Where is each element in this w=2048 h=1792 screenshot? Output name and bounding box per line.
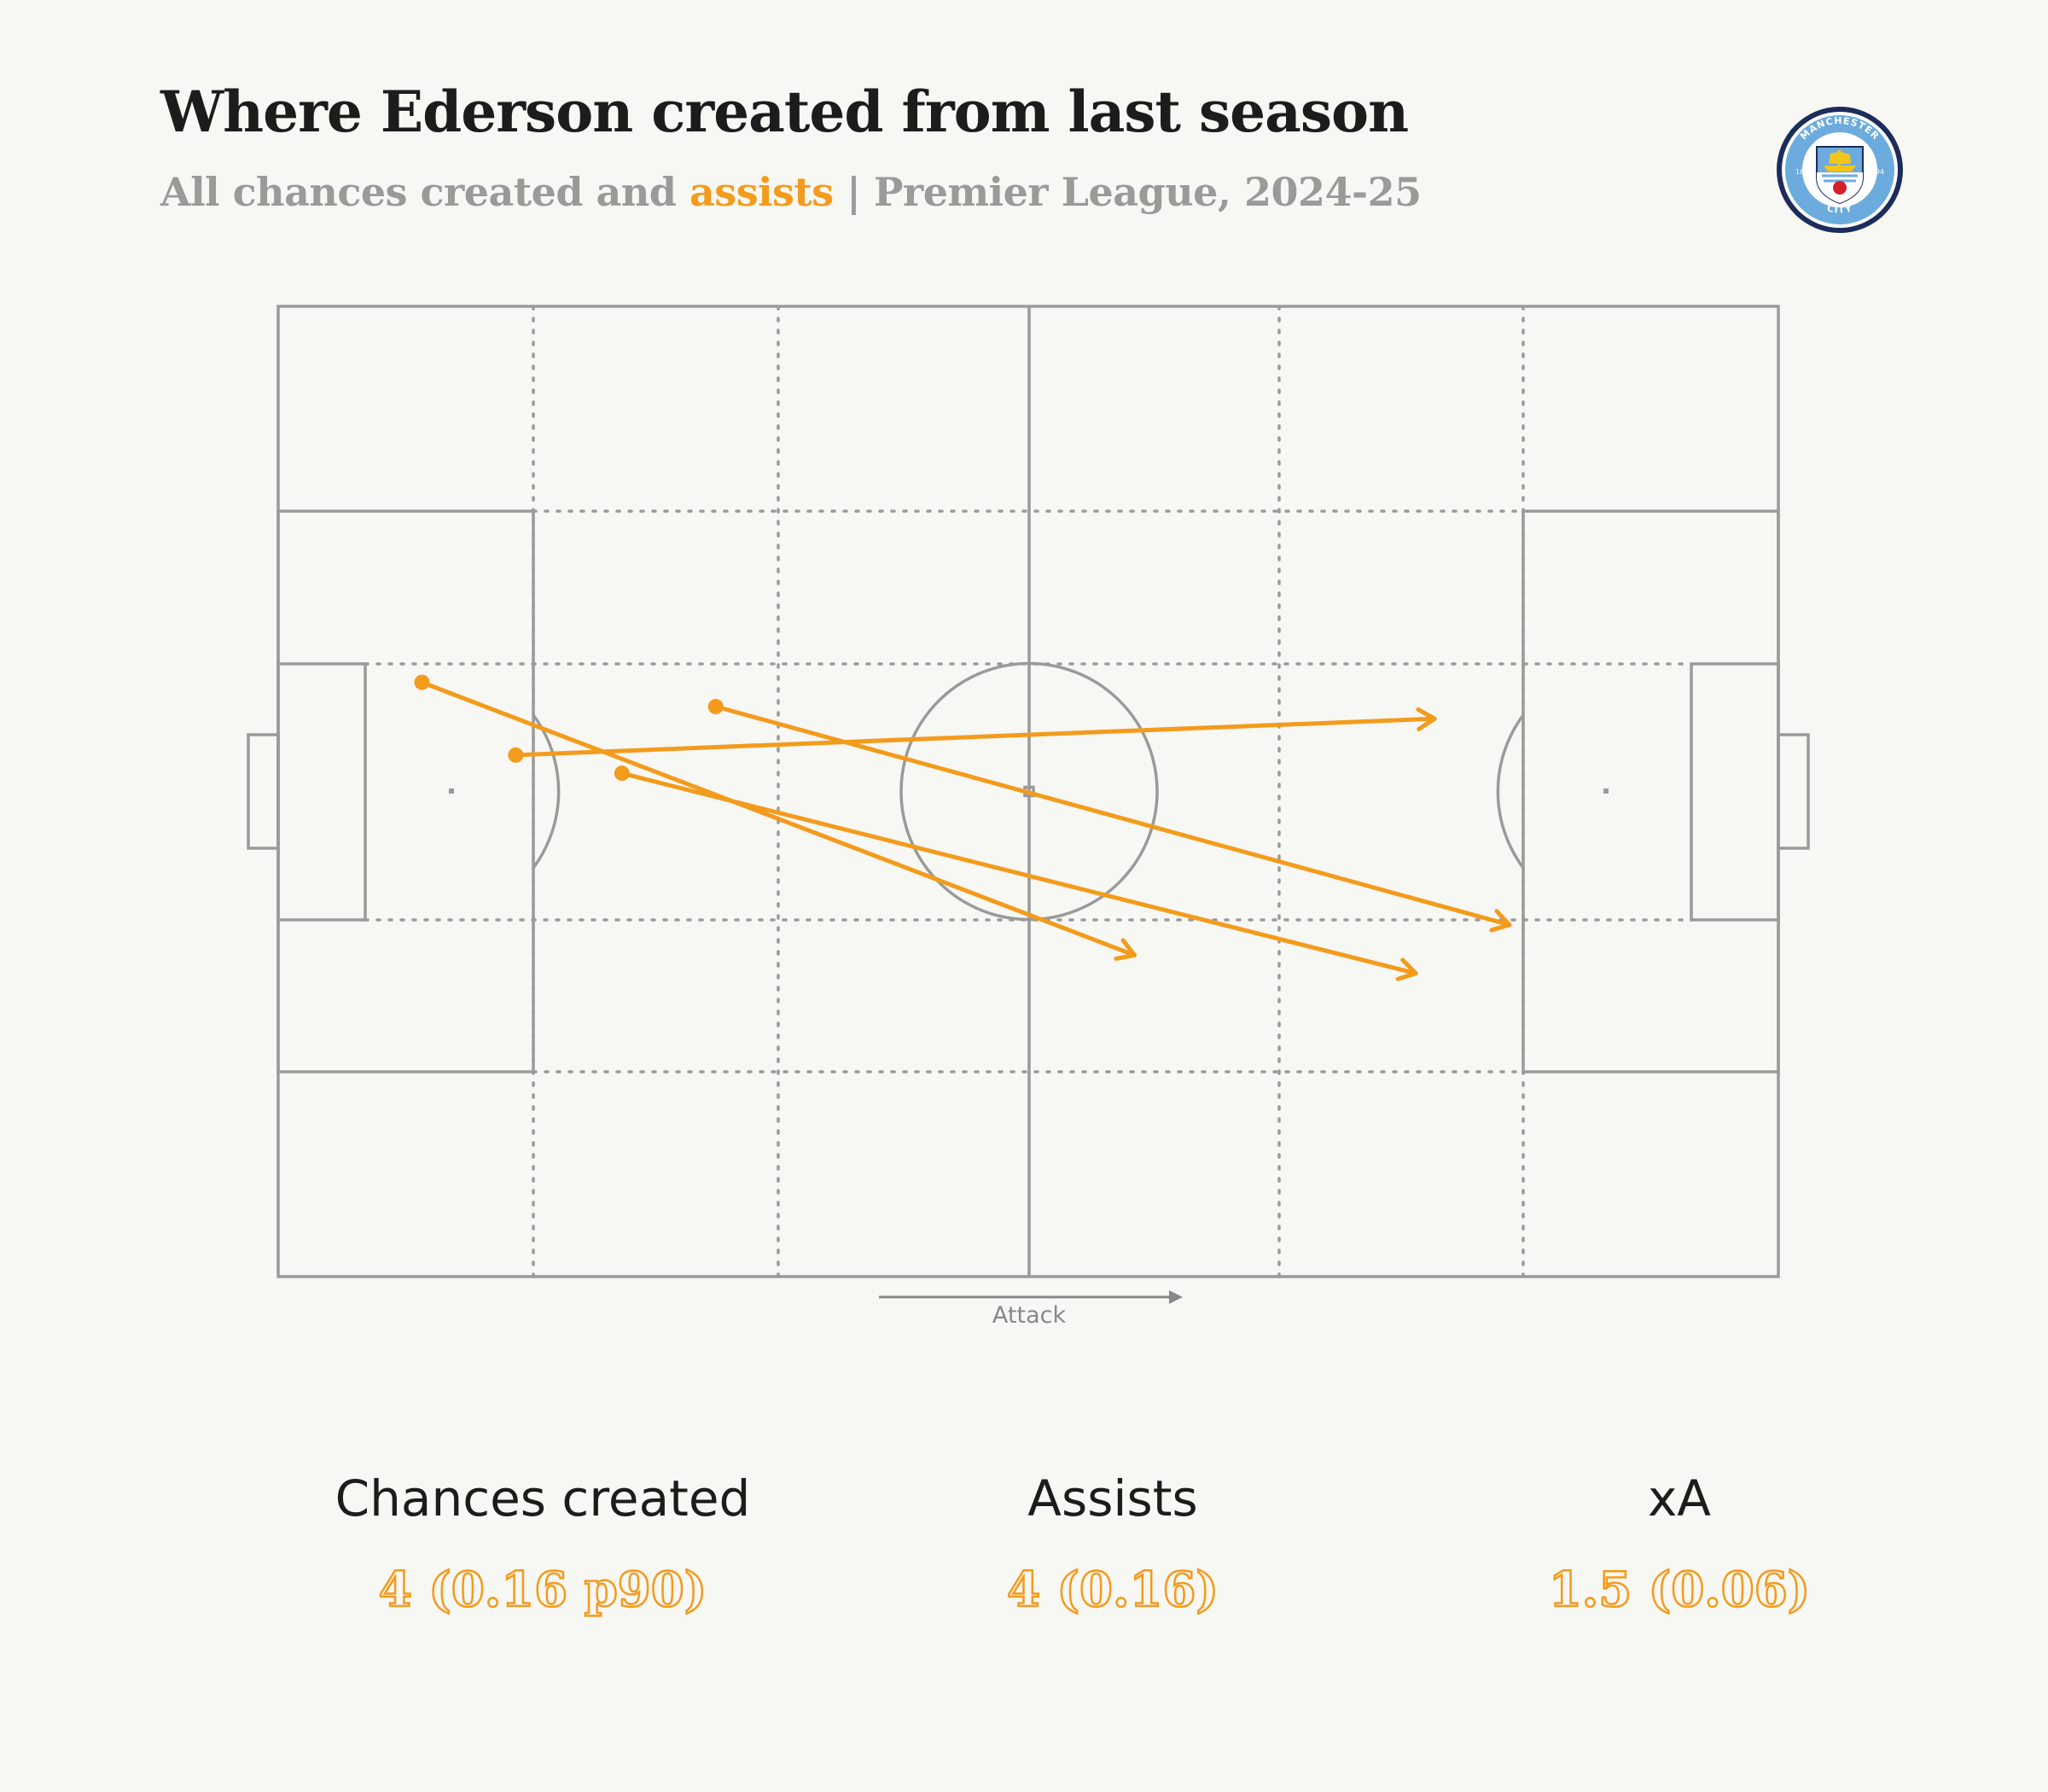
stat-assists: Assists 4 (0.16) [857,1469,1369,1620]
subtitle-highlight: assists [689,169,834,215]
attack-direction-arrow [879,1290,1183,1304]
pass-start-point-2 [508,747,524,763]
stat-label: xA [1647,1469,1711,1527]
stat-xa: xA 1.5 (0.06) [1423,1469,1935,1620]
crest-year-left: 18 [1795,168,1804,176]
stat-value: 4 (0.16) [1006,1561,1219,1620]
center-circle [899,661,1159,922]
pass-start-point-3 [614,765,630,782]
pass-start-point-0 [414,674,430,690]
pass-arrowhead-3 [1395,957,1418,981]
zone-gridlines [364,305,1693,1278]
pass-line-0 [419,680,1137,957]
pass-line-3 [620,771,1418,976]
right-penalty-box [1521,509,1780,1073]
attack-direction-label: Attack [992,1302,1067,1329]
crest-year-right: 94 [1876,168,1884,176]
stat-value: 4 (0.16 p90) [378,1561,708,1620]
chart-title: Where Ederson created from last season [160,79,1409,145]
svg-text:CITY: CITY [1826,203,1854,216]
stat-chances-created: Chances created 4 (0.16 p90) [287,1469,799,1620]
crest-bottom-text: CITY [1826,203,1853,216]
right-penalty-spot [1603,788,1609,794]
left-penalty-arc [532,713,561,870]
left-penalty-spot [449,788,454,794]
pass-start-point-1 [707,699,724,715]
stat-label: Chances created [335,1469,751,1527]
right-penalty-arc [1496,713,1525,870]
pass-arrowhead-2 [1416,707,1437,731]
pass-arrows [414,674,1512,981]
stat-value: 1.5 (0.06) [1548,1561,1812,1620]
right-goal [1777,733,1810,850]
subtitle-prefix: All chances created and [160,169,689,215]
subtitle-suffix: | Premier League, 2024-25 [833,169,1422,215]
left-six-yard-box [276,662,367,922]
right-six-yard-box [1690,662,1780,922]
chart-subtitle: All chances created and assists | Premie… [160,169,1422,215]
left-goal [247,733,280,850]
pass-line-1 [713,704,1512,928]
pass-line-2 [513,716,1437,758]
club-crest-logo: MANCHESTER CITY 18 94 [1777,107,1903,233]
stat-label: Assists [1027,1469,1198,1527]
pass-arrowhead-0 [1114,938,1137,961]
left-penalty-box [276,509,535,1073]
pass-arrowhead-1 [1489,909,1512,933]
